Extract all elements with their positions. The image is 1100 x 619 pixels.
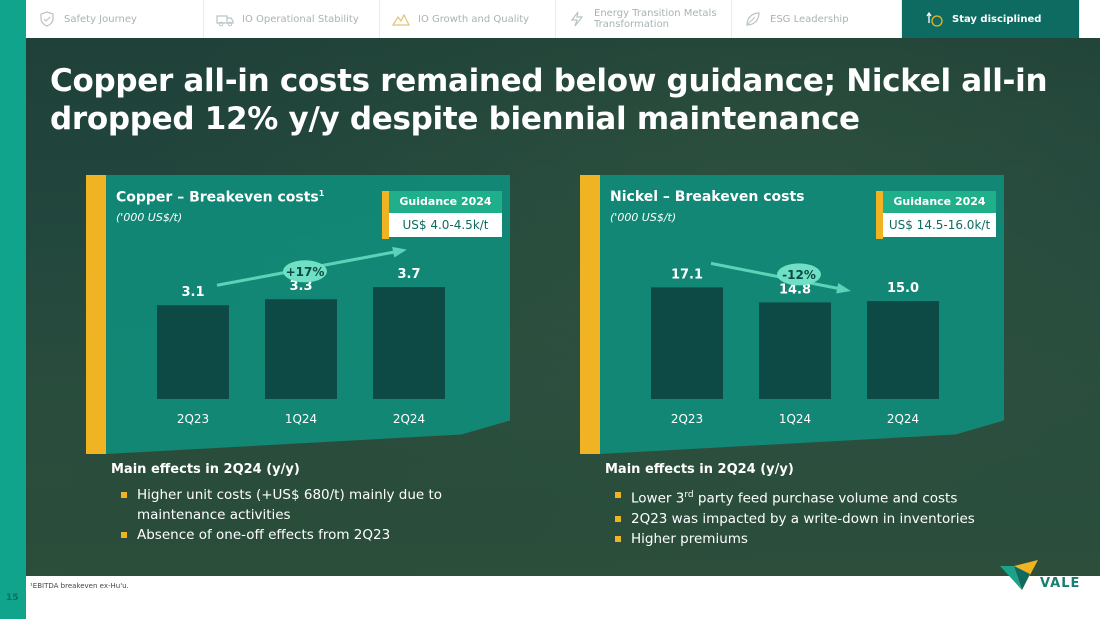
- panel-accent-bar: [580, 175, 600, 454]
- trend-arrow-head: [392, 246, 407, 258]
- x-tick-label: 2Q23: [671, 412, 703, 426]
- data-label: 14.8: [779, 282, 811, 297]
- nickel-unit-label: ('000 US$/t): [610, 211, 677, 224]
- change-badge: [777, 263, 821, 286]
- copper-unit-label: ('000 US$/t): [116, 211, 183, 224]
- page-title: Copper all-in costs remained below guida…: [50, 62, 1050, 138]
- tab-label: ESG Leadership: [770, 13, 849, 25]
- vale-logo: [1000, 560, 1038, 590]
- guidance-heading: Guidance 2024: [883, 191, 996, 213]
- guidance-accent: [382, 191, 389, 239]
- mountain-growth-icon: [392, 10, 410, 28]
- tab-stay-disciplined[interactable]: Stay disciplined: [902, 0, 1080, 38]
- data-label: 3.7: [397, 267, 420, 282]
- change-badge-label: -12%: [782, 268, 816, 282]
- x-tick-label: 2Q24: [887, 412, 919, 426]
- lightning-icon: [568, 10, 586, 28]
- footnote: ¹EBITDA breakeven ex-Hu'u.: [30, 582, 129, 590]
- x-tick-label: 2Q24: [393, 412, 425, 426]
- top-navigation: Safety Journey IO Operational Stability …: [26, 0, 1100, 38]
- list-item: Lower 3rd party feed purchase volume and…: [605, 485, 1045, 509]
- guidance-accent: [876, 191, 883, 239]
- nickel-panel-title: Nickel – Breakeven costs: [610, 189, 805, 205]
- nickel-chart-panel: Nickel – Breakeven costs ('000 US$/t) Gu…: [580, 175, 1004, 454]
- trend-arrow-head: [836, 282, 851, 294]
- shield-check-icon: [38, 10, 56, 28]
- coin-arrow-icon: [926, 10, 944, 28]
- data-label: 15.0: [887, 281, 919, 296]
- nickel-bar-chart: 17.1 2Q23 14.8 1Q24 15.0 2Q24 -12%: [651, 261, 939, 426]
- page-number: 15: [6, 593, 19, 603]
- tab-esg-leadership[interactable]: ESG Leadership: [732, 0, 902, 38]
- list-item: Higher unit costs (+US$ 680/t) mainly du…: [111, 485, 551, 525]
- copper-effects: Main effects in 2Q24 (y/y) Higher unit c…: [111, 462, 551, 545]
- copper-guidance-box: Guidance 2024 US$ 4.0-4.5k/t: [382, 191, 502, 239]
- nickel-guidance-box: Guidance 2024 US$ 14.5-16.0k/t: [876, 191, 996, 239]
- bar-2q23: [157, 305, 229, 399]
- list-item: Higher premiums: [605, 529, 1045, 549]
- tab-energy-transition-metals[interactable]: Energy Transition Metals Transformation: [556, 0, 732, 38]
- title-line-2: dropped 12% y/y despite biennial mainten…: [50, 101, 860, 137]
- tab-io-operational-stability[interactable]: IO Operational Stability: [204, 0, 380, 38]
- copper-panel-title: Copper – Breakeven costs1: [116, 189, 325, 206]
- trend-arrow-line: [710, 261, 844, 291]
- vale-logo-text: VALE: [1040, 576, 1081, 591]
- change-badge-label: +17%: [286, 265, 325, 279]
- data-label: 3.3: [289, 279, 312, 294]
- panel-accent-bar: [86, 175, 106, 454]
- footer: [26, 576, 1100, 619]
- x-tick-label: 2Q23: [177, 412, 209, 426]
- truck-icon: [216, 10, 234, 28]
- copper-chart-panel: Copper – Breakeven costs1 ('000 US$/t) G…: [86, 175, 510, 454]
- tab-io-growth-quality[interactable]: IO Growth and Quality: [380, 0, 556, 38]
- leaf-icon: [744, 10, 762, 28]
- nickel-effects: Main effects in 2Q24 (y/y) Lower 3rd par…: [605, 462, 1045, 549]
- bar-2q23: [651, 287, 723, 399]
- tab-label: IO Operational Stability: [242, 13, 359, 25]
- tab-safety-journey[interactable]: Safety Journey: [26, 0, 204, 38]
- bar-2q24: [867, 301, 939, 399]
- guidance-heading: Guidance 2024: [389, 191, 502, 213]
- bar-1q24: [759, 302, 831, 399]
- tab-label: IO Growth and Quality: [418, 13, 530, 25]
- tab-label: Stay disciplined: [952, 13, 1042, 25]
- guidance-value: US$ 4.0-4.5k/t: [389, 213, 502, 237]
- list-item: 2Q23 was impacted by a write-down in inv…: [605, 509, 1045, 529]
- data-label: 3.1: [181, 285, 204, 300]
- x-tick-label: 1Q24: [779, 412, 811, 426]
- tab-label: Safety Journey: [64, 13, 137, 25]
- bar-1q24: [265, 299, 337, 399]
- bar-2q24: [373, 287, 445, 399]
- copper-bar-chart: 3.1 2Q23 3.3 1Q24 3.7 2Q24 +17%: [157, 246, 445, 426]
- guidance-value: US$ 14.5-16.0k/t: [883, 213, 996, 237]
- copper-effects-heading: Main effects in 2Q24 (y/y): [111, 462, 300, 477]
- data-label: 17.1: [671, 267, 703, 282]
- left-accent-strip: [0, 0, 26, 619]
- change-badge: [283, 260, 327, 283]
- x-tick-label: 1Q24: [285, 412, 317, 426]
- list-item: Absence of one-off effects from 2Q23: [111, 525, 551, 545]
- tab-label: Energy Transition Metals Transformation: [594, 8, 717, 30]
- title-line-1: Copper all-in costs remained below guida…: [50, 63, 1048, 99]
- nickel-effects-heading: Main effects in 2Q24 (y/y): [605, 462, 794, 477]
